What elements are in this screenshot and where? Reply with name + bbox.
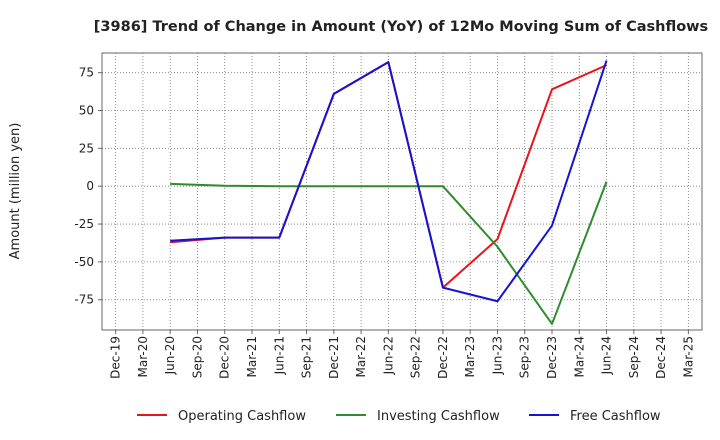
x-tick-label: Jun-20 bbox=[163, 336, 177, 375]
x-axis-ticks: Dec-19 Mar-20 Jun-20 Sep-20 Dec-20 Mar-21 Jun-… bbox=[109, 330, 695, 379]
y-tick-label: 75 bbox=[79, 66, 94, 80]
x-tick-label: Dec-21 bbox=[327, 336, 341, 379]
y-tick-label: 0 bbox=[86, 179, 94, 193]
x-tick-label: Mar-20 bbox=[136, 336, 150, 377]
x-tick-label: Sep-20 bbox=[190, 336, 204, 378]
legend-label-operating-cashflow: Operating Cashflow bbox=[178, 409, 306, 424]
x-tick-label: Dec-20 bbox=[218, 336, 232, 379]
y-tick-label: 25 bbox=[79, 141, 94, 155]
x-tick-label: Mar-22 bbox=[354, 336, 368, 377]
y-tick-label: -25 bbox=[74, 217, 94, 231]
x-tick-label: Mar-24 bbox=[572, 336, 586, 377]
y-tick-label: -50 bbox=[74, 255, 94, 269]
x-tick-label: Jun-23 bbox=[490, 336, 504, 375]
x-tick-label: Dec-23 bbox=[545, 336, 559, 379]
y-tick-label: 50 bbox=[79, 104, 94, 118]
free-cashflow-line bbox=[170, 60, 608, 303]
x-tick-label: Sep-21 bbox=[300, 336, 314, 378]
x-tick-label: Dec-22 bbox=[436, 336, 450, 379]
x-tick-label: Dec-19 bbox=[109, 336, 123, 379]
x-tick-label: Mar-25 bbox=[681, 336, 695, 377]
legend-label-free-cashflow: Free Cashflow bbox=[570, 409, 661, 424]
chart-title: [3986] Trend of Change in Amount (YoY) o… bbox=[94, 19, 708, 35]
x-tick-label: Dec-24 bbox=[654, 336, 668, 379]
y-axis-ticks: 75 50 25 0 -25 -50 -75 bbox=[74, 66, 102, 307]
x-tick-label: Jun-21 bbox=[272, 336, 286, 375]
grid bbox=[102, 53, 702, 330]
y-tick-label: -75 bbox=[74, 293, 94, 307]
y-axis-label: Amount (million yen) bbox=[8, 123, 23, 260]
x-tick-label: Sep-22 bbox=[409, 336, 423, 378]
series-lines bbox=[170, 60, 608, 325]
x-tick-label: Mar-21 bbox=[245, 336, 259, 377]
plot-area-frame bbox=[101, 52, 703, 331]
x-tick-label: Jun-22 bbox=[381, 336, 395, 375]
x-tick-label: Jun-24 bbox=[600, 336, 614, 375]
x-tick-label: Mar-23 bbox=[463, 336, 477, 377]
legend-label-investing-cashflow: Investing Cashflow bbox=[377, 409, 500, 424]
x-tick-label: Sep-23 bbox=[518, 336, 532, 378]
legend: Operating Cashflow Investing Cashflow Free… bbox=[137, 409, 661, 424]
x-tick-label: Sep-24 bbox=[627, 336, 641, 378]
